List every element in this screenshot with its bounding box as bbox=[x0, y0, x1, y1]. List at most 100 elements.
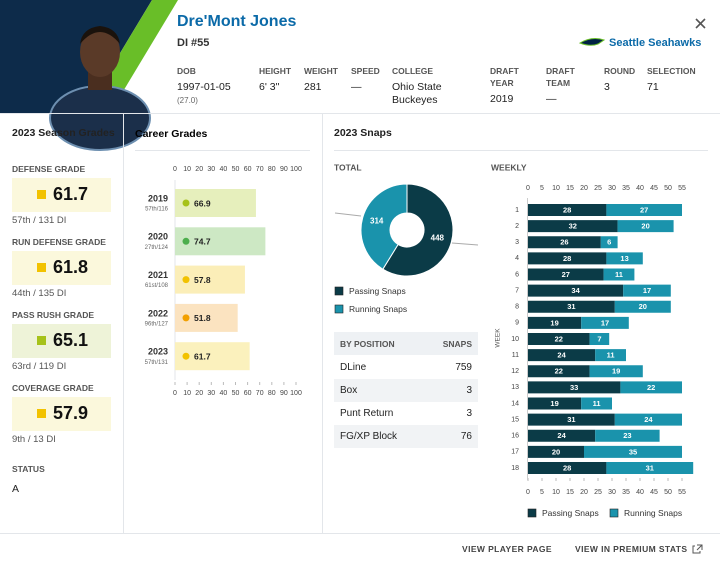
team-name: Seattle Seahawks bbox=[609, 37, 702, 49]
table-cell: 3 bbox=[466, 385, 472, 396]
bar-segment bbox=[528, 204, 607, 216]
pie-slice bbox=[360, 183, 408, 270]
x-tick-label: 10 bbox=[183, 390, 191, 397]
x-tick-label: 55 bbox=[678, 489, 686, 496]
bio-field: DRAFT YEAR 2019 bbox=[490, 65, 534, 106]
bar-value-label: 19 bbox=[612, 367, 620, 376]
chart-title: WEEKLY bbox=[491, 162, 527, 172]
x-tick-label: 0 bbox=[526, 489, 530, 496]
grade-swatch bbox=[37, 190, 46, 199]
bar-value-label: 34 bbox=[571, 286, 580, 295]
x-tick-label: 60 bbox=[244, 166, 252, 173]
table-cell: 3 bbox=[466, 408, 472, 419]
bar-value-label: 20 bbox=[639, 302, 647, 311]
bio-label: ROUND bbox=[604, 66, 636, 76]
legend-swatch bbox=[609, 508, 619, 518]
x-tick-label: 50 bbox=[232, 390, 240, 397]
rank-label: 57th/131 bbox=[145, 360, 169, 366]
bar-value-label: 27 bbox=[562, 270, 570, 279]
rank-label: 27th/124 bbox=[145, 245, 169, 251]
bar-segment bbox=[528, 300, 615, 313]
external-link-icon bbox=[692, 544, 703, 554]
bio-field: SELECTION 71 bbox=[647, 65, 709, 94]
bio-label: DOB bbox=[177, 66, 196, 76]
footer-link[interactable]: VIEW IN PREMIUM STATS bbox=[575, 544, 688, 554]
bar-value-label: 24 bbox=[557, 351, 566, 360]
bar-value-label: 28 bbox=[563, 205, 571, 214]
bio-field: DRAFT TEAM — bbox=[546, 65, 592, 106]
bio-value: 2019 bbox=[490, 93, 534, 106]
x-tick-label: 50 bbox=[232, 166, 240, 173]
y-tick-label: 17 bbox=[511, 449, 519, 456]
grade-box: 65.1 bbox=[12, 324, 111, 358]
table-cell: Box bbox=[340, 385, 358, 396]
legend-label: Running Snaps bbox=[349, 304, 407, 314]
bar-segment bbox=[581, 397, 612, 410]
bio-value-text: Ohio State Buckeyes bbox=[392, 81, 442, 106]
bio-value: — bbox=[351, 81, 387, 94]
leader-line bbox=[451, 242, 479, 246]
footer-link[interactable]: VIEW PLAYER PAGE bbox=[462, 544, 553, 554]
bio-field: COLLEGE Ohio State Buckeyes bbox=[392, 65, 464, 107]
y-tick-label: 16 bbox=[511, 433, 519, 440]
x-tick-label: 45 bbox=[650, 185, 658, 192]
bar-value-label: 11 bbox=[593, 399, 601, 408]
player-head bbox=[80, 27, 120, 77]
bar-value-label: 35 bbox=[629, 447, 637, 456]
team-logo bbox=[578, 38, 606, 46]
grade-value: 65.1 bbox=[53, 330, 89, 350]
bar-value-label: 27 bbox=[640, 205, 648, 214]
bar bbox=[175, 227, 266, 256]
bio-value-text: — bbox=[351, 81, 362, 93]
x-tick-label: 90 bbox=[280, 390, 288, 397]
bio-label: DRAFT YEAR bbox=[490, 66, 519, 88]
table-row bbox=[334, 402, 478, 425]
bar-segment bbox=[600, 236, 618, 249]
x-tick-label: 50 bbox=[664, 185, 672, 192]
bar-segment bbox=[528, 349, 596, 362]
bar-value-label: 19 bbox=[550, 318, 558, 327]
x-tick-label: 10 bbox=[183, 166, 191, 173]
grade-value: 61.7 bbox=[53, 184, 89, 204]
bar-segment bbox=[581, 316, 629, 329]
x-tick-label: 35 bbox=[622, 489, 630, 496]
bio-label: SPEED bbox=[351, 66, 380, 76]
bio-value: — bbox=[546, 93, 592, 106]
bar-value-label: 57.8 bbox=[194, 275, 211, 285]
x-tick-label: 5 bbox=[540, 185, 544, 192]
legend-swatch bbox=[334, 304, 344, 314]
bio-field: WEIGHT 281 bbox=[304, 65, 346, 94]
x-tick-label: 15 bbox=[566, 489, 574, 496]
bar-segment bbox=[528, 445, 584, 458]
bio-value: 281 bbox=[304, 81, 346, 94]
y-tick-label: 7 bbox=[515, 287, 519, 294]
bio-value: 1997-01-05 (27.0) bbox=[177, 81, 235, 107]
bio-value-text: 71 bbox=[647, 81, 659, 93]
close-button[interactable] bbox=[695, 18, 706, 29]
grade-value: 57.9 bbox=[53, 403, 89, 423]
x-tick-label: 30 bbox=[608, 489, 616, 496]
bar-value-label: 28 bbox=[563, 463, 571, 472]
y-tick-label: 14 bbox=[511, 400, 519, 407]
bar-segment bbox=[589, 333, 610, 345]
section-title: 2023 Season Grades bbox=[12, 127, 115, 139]
bio-value: 71 bbox=[647, 81, 709, 94]
x-tick-label: 0 bbox=[526, 185, 530, 192]
grade-rank: 9th / 13 DI bbox=[12, 434, 56, 445]
x-tick-label: 100 bbox=[290, 166, 302, 173]
bio-value-text: 281 bbox=[304, 81, 322, 93]
bar-segment bbox=[595, 429, 660, 442]
x-tick-label: 0 bbox=[173, 390, 177, 397]
table-header: SNAPS bbox=[442, 339, 472, 349]
bar-value-label: 20 bbox=[641, 222, 649, 231]
legend-swatch bbox=[334, 286, 344, 296]
x-tick-label: 10 bbox=[552, 489, 560, 496]
bio-field: DOB 1997-01-05 (27.0) bbox=[177, 65, 235, 107]
bar-value-label: 24 bbox=[557, 431, 566, 440]
table-header-bg bbox=[334, 332, 478, 355]
x-tick-label: 40 bbox=[220, 166, 228, 173]
bar-value-label: 11 bbox=[615, 270, 623, 279]
bar-segment bbox=[603, 268, 635, 281]
y-tick-label: 4 bbox=[515, 255, 519, 262]
x-tick-label: 25 bbox=[594, 185, 602, 192]
